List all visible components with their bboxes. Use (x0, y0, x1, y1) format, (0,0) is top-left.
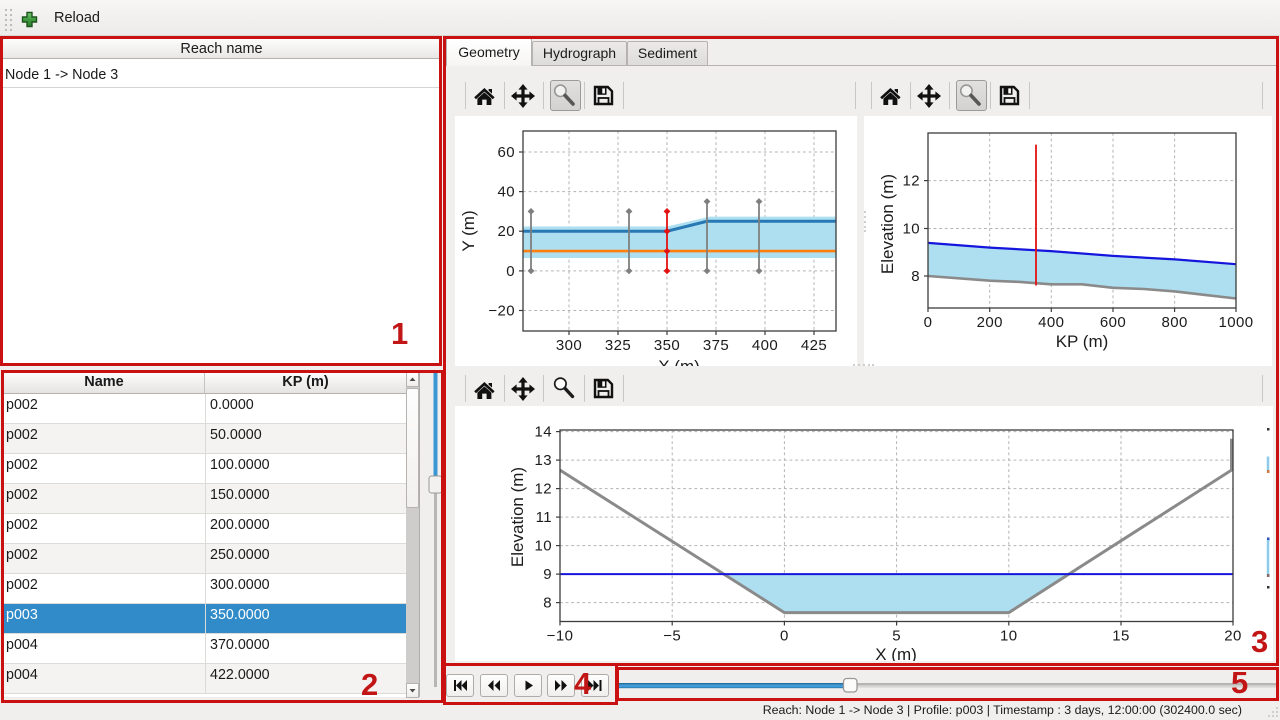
svg-text:KP (m): KP (m) (1056, 332, 1109, 351)
svg-text:10: 10 (535, 538, 553, 555)
svg-text:X (m): X (m) (658, 357, 700, 366)
svg-text:8: 8 (911, 268, 920, 285)
svg-text:−5: −5 (663, 628, 681, 645)
svg-text:14: 14 (535, 424, 553, 441)
svg-text:Elevation (m): Elevation (m) (878, 174, 897, 274)
svg-text:11: 11 (536, 509, 552, 526)
svg-text:10: 10 (1000, 628, 1018, 645)
svg-text:5: 5 (892, 628, 901, 645)
svg-text:325: 325 (605, 337, 631, 354)
svg-text:300: 300 (556, 337, 582, 354)
svg-text:15: 15 (1112, 628, 1130, 645)
svg-text:1000: 1000 (1219, 314, 1254, 331)
svg-text:600: 600 (1100, 314, 1126, 331)
svg-text:40: 40 (498, 184, 516, 201)
svg-text:12: 12 (903, 173, 921, 190)
svg-text:X (m): X (m) (875, 645, 917, 661)
svg-text:Elevation (m): Elevation (m) (508, 467, 527, 567)
svg-text:13: 13 (535, 452, 553, 469)
svg-text:9: 9 (543, 566, 552, 583)
svg-text:Y (m): Y (m) (459, 210, 478, 251)
svg-text:10: 10 (903, 221, 921, 238)
svg-text:375: 375 (703, 337, 729, 354)
svg-text:60: 60 (498, 144, 516, 161)
svg-text:−10: −10 (547, 628, 574, 645)
svg-text:400: 400 (1038, 314, 1064, 331)
svg-text:0: 0 (506, 263, 515, 280)
svg-text:0: 0 (924, 314, 933, 331)
svg-text:12: 12 (535, 481, 553, 498)
svg-text:425: 425 (801, 337, 827, 354)
svg-text:350: 350 (654, 337, 680, 354)
svg-text:−20: −20 (488, 303, 515, 320)
svg-text:8: 8 (543, 595, 552, 612)
svg-text:20: 20 (1224, 628, 1242, 645)
svg-text:200: 200 (977, 314, 1003, 331)
svg-text:800: 800 (1161, 314, 1187, 331)
svg-text:400: 400 (752, 337, 778, 354)
svg-text:0: 0 (780, 628, 789, 645)
svg-text:20: 20 (498, 223, 516, 240)
